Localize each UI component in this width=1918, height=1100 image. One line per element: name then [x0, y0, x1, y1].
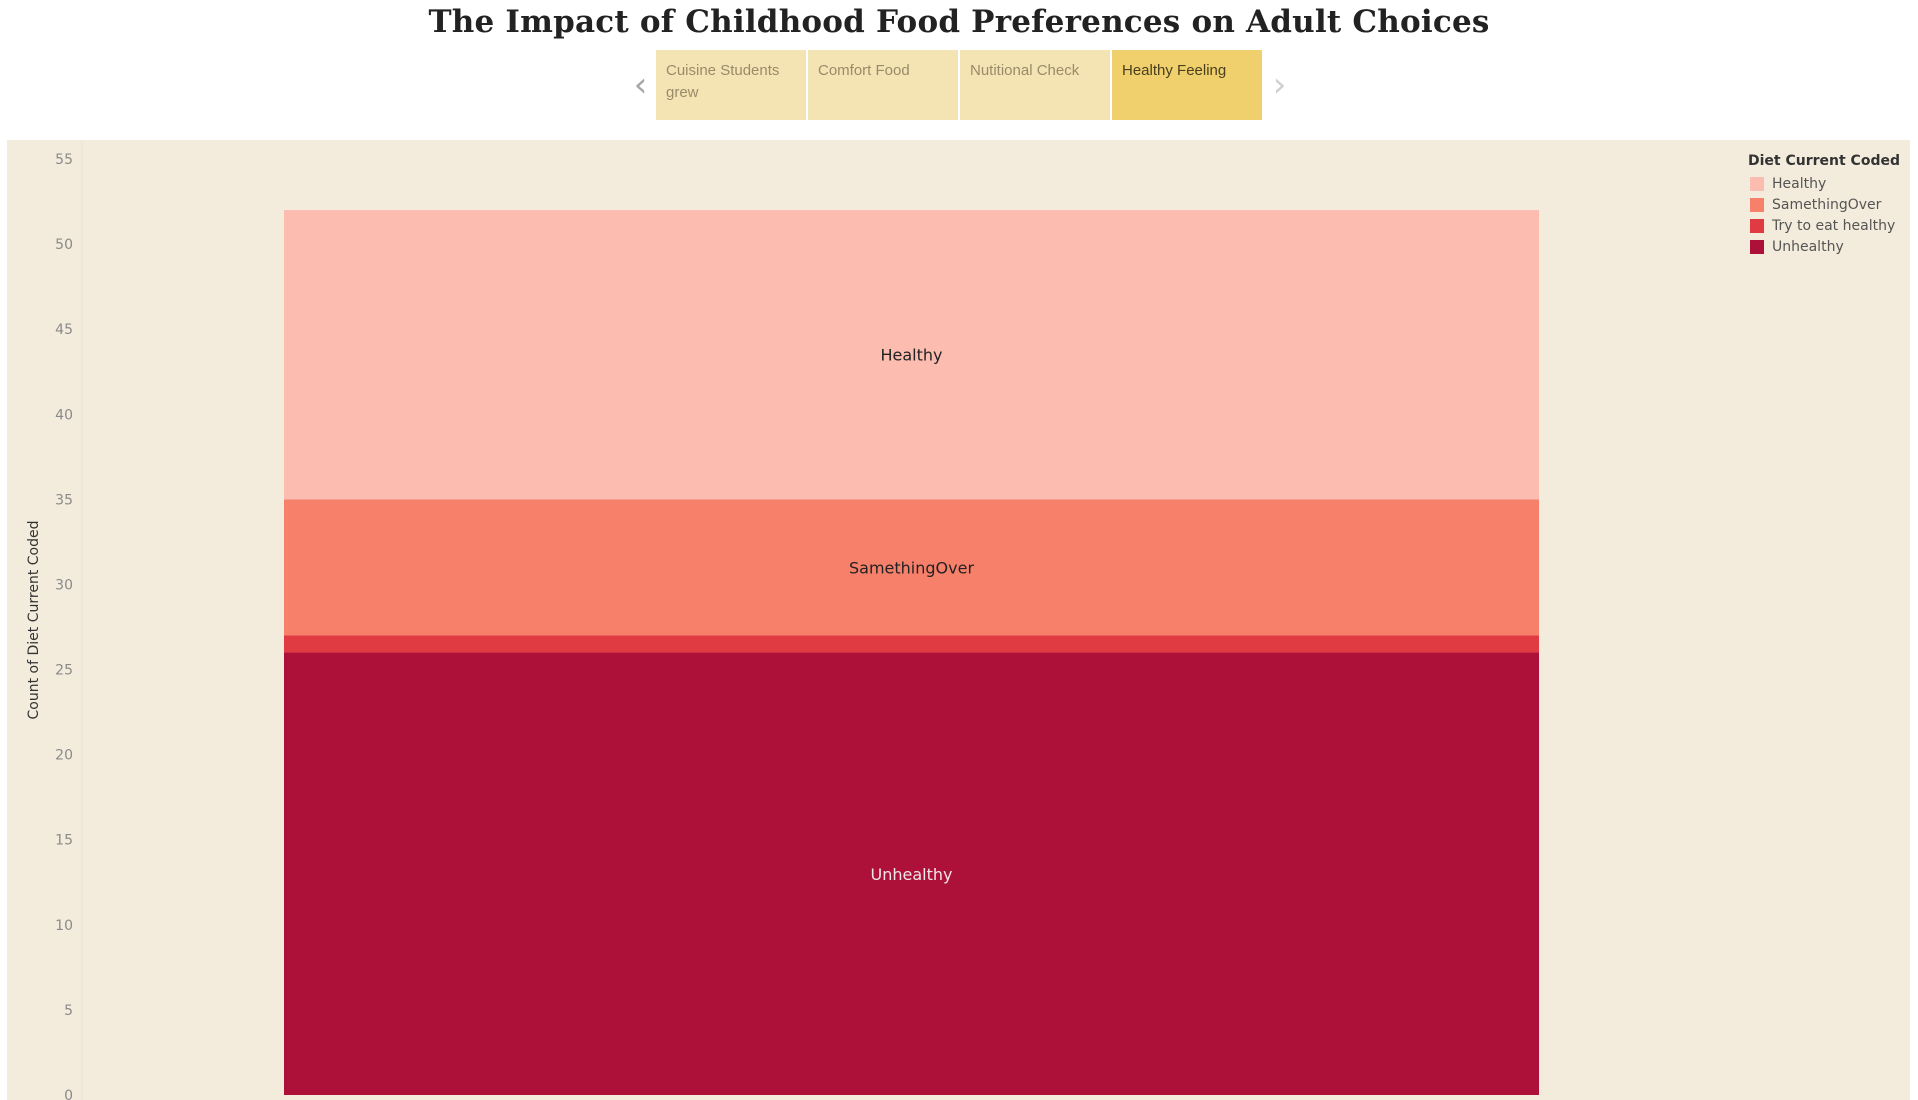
legend-item-try-to-eat-healthy[interactable]: Try to eat healthy	[1748, 215, 1900, 236]
legend-label: Unhealthy	[1772, 238, 1844, 255]
y-tick-label: 20	[55, 748, 73, 764]
y-tick-label: 35	[55, 492, 73, 508]
data-label-samethingover: SamethingOver	[849, 558, 974, 577]
y-tick-label: 50	[55, 237, 73, 253]
dashboard-title: The Impact of Childhood Food Preferences…	[428, 4, 1490, 40]
data-label-healthy: Healthy	[880, 346, 942, 365]
y-tick-label: 10	[55, 918, 73, 934]
story-tab-nutritional-check[interactable]: Nutitional Check	[960, 50, 1110, 120]
story-tab-comfort-food[interactable]: Comfort Food	[808, 50, 958, 120]
bar-segment-samethingover[interactable]	[284, 499, 1539, 636]
story-tab-cuisine[interactable]: Cuisine Students grew	[656, 50, 806, 120]
legend-item-unhealthy[interactable]: Unhealthy	[1748, 236, 1900, 257]
legend-item-healthy[interactable]: Healthy	[1748, 173, 1900, 194]
chart-panel: 0 5 10 15 20 25 30 35 40 45 50 55 Count of Diet Curr…	[7, 140, 1910, 1100]
y-tick-label: 45	[55, 322, 73, 338]
legend-label: Try to eat healthy	[1772, 217, 1896, 234]
bar-segment-try-to-eat-healthy[interactable]	[284, 635, 1539, 653]
legend-swatch	[1750, 218, 1764, 233]
bar-segment-unhealthy[interactable]	[284, 652, 1539, 1095]
legend: Diet Current Coded Healthy SamethingOver T…	[1748, 153, 1900, 257]
y-axis-title: Count of Diet Current Coded	[26, 521, 42, 720]
y-tick-label: 55	[55, 152, 73, 168]
y-tick-label: 5	[64, 1003, 73, 1019]
y-tick-label: 25	[55, 663, 73, 679]
y-tick-label: 30	[55, 577, 73, 593]
stacked-bar-chart: 0 5 10 15 20 25 30 35 40 45 50 55 Count of Diet Curr…	[26, 140, 1539, 1100]
chevron-right-icon[interactable]: ›	[1272, 65, 1287, 105]
story-tab-healthy-feeling[interactable]: Healthy Feeling	[1112, 50, 1262, 120]
legend-swatch	[1750, 176, 1764, 191]
bar-segment-healthy[interactable]	[284, 210, 1539, 500]
y-tick-label: 15	[55, 833, 73, 849]
legend-item-samethingover[interactable]: SamethingOver	[1748, 194, 1900, 215]
chevron-left-icon[interactable]: ‹	[633, 65, 648, 105]
legend-label: Healthy	[1772, 175, 1827, 192]
data-label-unhealthy: Unhealthy	[871, 865, 953, 884]
legend-swatch	[1750, 197, 1764, 212]
y-tick-label: 40	[55, 407, 73, 423]
story-navigator: ‹ Cuisine Students grew Comfort Food Nut…	[625, 50, 1295, 120]
legend-label: SamethingOver	[1772, 196, 1882, 213]
legend-title: Diet Current Coded	[1748, 153, 1900, 169]
y-tick-label: 0	[64, 1088, 73, 1100]
legend-swatch	[1750, 239, 1764, 254]
